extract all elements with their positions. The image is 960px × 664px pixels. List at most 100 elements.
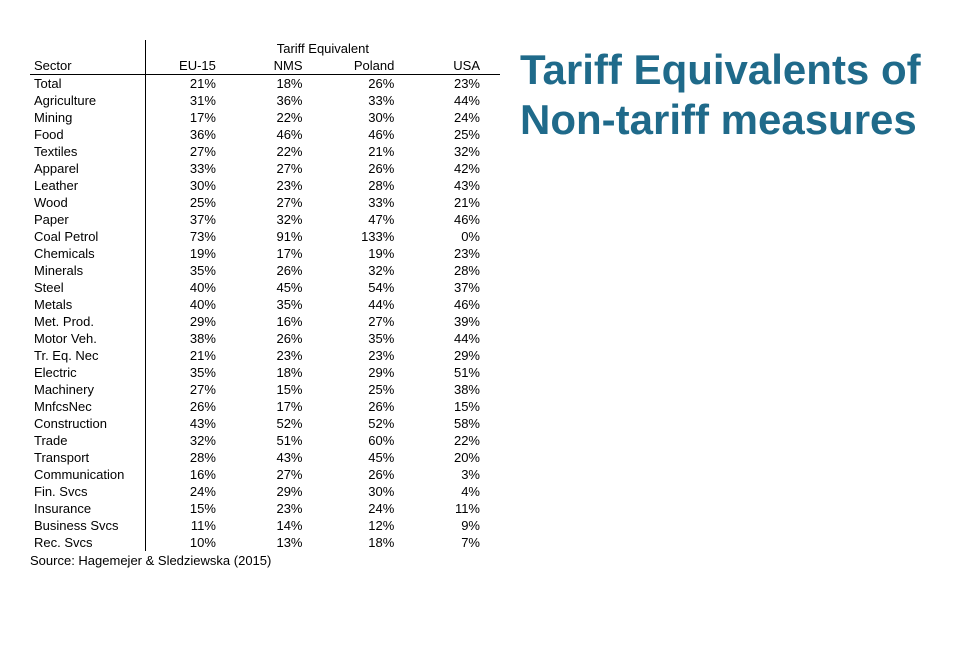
cell-value: 9% — [414, 517, 500, 534]
cell-value: 17% — [236, 398, 323, 415]
cell-value: 38% — [145, 330, 236, 347]
column-header-row: Sector EU-15 NMS Poland USA — [30, 57, 500, 75]
cell-value: 17% — [145, 109, 236, 126]
cell-value: 51% — [414, 364, 500, 381]
table-row: Paper37%32%47%46% — [30, 211, 500, 228]
cell-value: 27% — [145, 143, 236, 160]
cell-value: 30% — [145, 177, 236, 194]
cell-value: 36% — [145, 126, 236, 143]
cell-value: 35% — [323, 330, 415, 347]
cell-sector: Textiles — [30, 143, 145, 160]
cell-value: 37% — [145, 211, 236, 228]
cell-value: 14% — [236, 517, 323, 534]
cell-value: 13% — [236, 534, 323, 551]
cell-value: 58% — [414, 415, 500, 432]
cell-value: 18% — [236, 75, 323, 93]
cell-value: 23% — [414, 75, 500, 93]
cell-value: 19% — [323, 245, 415, 262]
cell-value: 23% — [236, 500, 323, 517]
cell-value: 18% — [323, 534, 415, 551]
cell-value: 28% — [323, 177, 415, 194]
table-row: Machinery27%15%25%38% — [30, 381, 500, 398]
table-row: Rec. Svcs10%13%18%7% — [30, 534, 500, 551]
cell-value: 32% — [323, 262, 415, 279]
cell-sector: Insurance — [30, 500, 145, 517]
cell-value: 26% — [236, 262, 323, 279]
cell-value: 46% — [323, 126, 415, 143]
cell-value: 33% — [145, 160, 236, 177]
cell-value: 26% — [323, 466, 415, 483]
cell-value: 23% — [236, 347, 323, 364]
cell-value: 22% — [236, 109, 323, 126]
table-row: Minerals35%26%32%28% — [30, 262, 500, 279]
cell-value: 24% — [414, 109, 500, 126]
cell-value: 28% — [145, 449, 236, 466]
cell-value: 19% — [145, 245, 236, 262]
cell-value: 16% — [145, 466, 236, 483]
cell-value: 52% — [236, 415, 323, 432]
cell-value: 40% — [145, 296, 236, 313]
cell-value: 27% — [236, 194, 323, 211]
cell-value: 47% — [323, 211, 415, 228]
cell-sector: Coal Petrol — [30, 228, 145, 245]
cell-value: 33% — [323, 92, 415, 109]
cell-value: 40% — [145, 279, 236, 296]
cell-sector: Electric — [30, 364, 145, 381]
table-row: Wood25%27%33%21% — [30, 194, 500, 211]
table-row: Construction43%52%52%58% — [30, 415, 500, 432]
cell-value: 27% — [236, 160, 323, 177]
cell-sector: Machinery — [30, 381, 145, 398]
source-text: Source: Hagemejer & Sledziewska (2015) — [30, 551, 500, 568]
cell-value: 26% — [323, 75, 415, 93]
cell-value: 27% — [323, 313, 415, 330]
table-row: Business Svcs11%14%12%9% — [30, 517, 500, 534]
cell-value: 11% — [414, 500, 500, 517]
cell-sector: Construction — [30, 415, 145, 432]
table-row: Tr. Eq. Nec21%23%23%29% — [30, 347, 500, 364]
cell-value: 45% — [236, 279, 323, 296]
cell-value: 20% — [414, 449, 500, 466]
col-usa: USA — [414, 57, 500, 75]
cell-value: 32% — [145, 432, 236, 449]
table-row: Electric35%18%29%51% — [30, 364, 500, 381]
cell-value: 7% — [414, 534, 500, 551]
cell-value: 3% — [414, 466, 500, 483]
cell-value: 35% — [145, 364, 236, 381]
cell-value: 17% — [236, 245, 323, 262]
cell-value: 43% — [236, 449, 323, 466]
cell-value: 51% — [236, 432, 323, 449]
header-blank — [30, 40, 145, 57]
cell-value: 28% — [414, 262, 500, 279]
cell-value: 24% — [323, 500, 415, 517]
cell-sector: Mining — [30, 109, 145, 126]
cell-value: 35% — [145, 262, 236, 279]
cell-value: 32% — [414, 143, 500, 160]
table-row: Steel40%45%54%37% — [30, 279, 500, 296]
cell-value: 24% — [145, 483, 236, 500]
cell-value: 30% — [323, 109, 415, 126]
cell-value: 31% — [145, 92, 236, 109]
cell-value: 133% — [323, 228, 415, 245]
cell-value: 46% — [414, 211, 500, 228]
cell-value: 18% — [236, 364, 323, 381]
cell-value: 73% — [145, 228, 236, 245]
table-row: Trade32%51%60%22% — [30, 432, 500, 449]
cell-value: 26% — [323, 398, 415, 415]
cell-value: 44% — [414, 330, 500, 347]
cell-sector: Motor Veh. — [30, 330, 145, 347]
cell-sector: Steel — [30, 279, 145, 296]
table-row: Insurance15%23%24%11% — [30, 500, 500, 517]
table-row: Transport28%43%45%20% — [30, 449, 500, 466]
cell-sector: Met. Prod. — [30, 313, 145, 330]
cell-sector: Business Svcs — [30, 517, 145, 534]
cell-value: 27% — [145, 381, 236, 398]
table-row: Met. Prod.29%16%27%39% — [30, 313, 500, 330]
cell-sector: Tr. Eq. Nec — [30, 347, 145, 364]
cell-value: 26% — [323, 160, 415, 177]
cell-value: 15% — [236, 381, 323, 398]
table-row: Textiles27%22%21%32% — [30, 143, 500, 160]
cell-value: 52% — [323, 415, 415, 432]
cell-value: 26% — [145, 398, 236, 415]
cell-value: 16% — [236, 313, 323, 330]
cell-value: 21% — [145, 75, 236, 93]
